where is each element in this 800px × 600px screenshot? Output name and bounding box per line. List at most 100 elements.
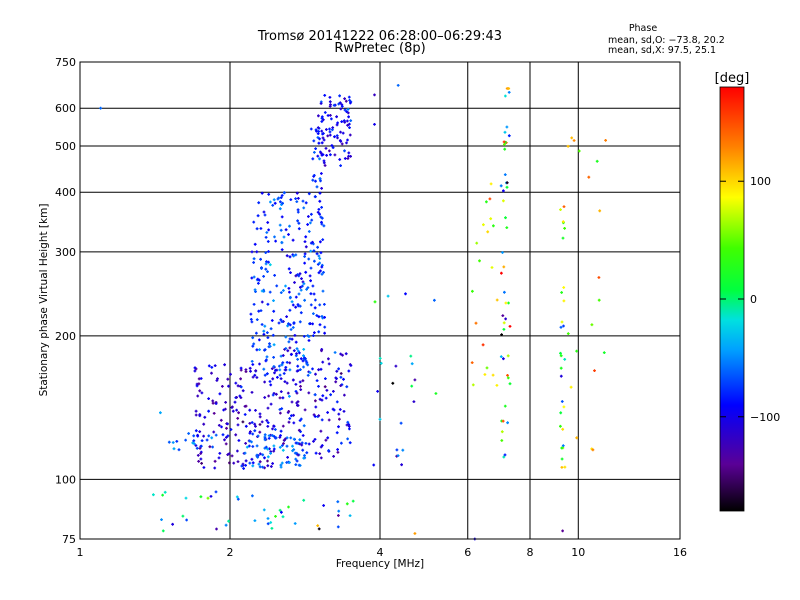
data-point	[343, 157, 347, 160]
data-point	[507, 87, 511, 90]
data-point	[239, 385, 243, 389]
data-point	[320, 315, 324, 318]
data-point	[281, 515, 285, 519]
data-point	[272, 444, 276, 448]
data-point	[317, 385, 320, 388]
data-point	[298, 380, 302, 384]
data-point	[248, 366, 252, 370]
data-point	[321, 289, 325, 293]
data-point	[243, 451, 247, 455]
data-point	[313, 306, 317, 310]
data-point	[266, 270, 269, 273]
data-point	[226, 377, 230, 381]
data-point	[348, 441, 352, 445]
x-tick-label: 2	[227, 546, 234, 559]
data-point	[315, 252, 319, 256]
data-point	[279, 291, 283, 294]
data-point	[277, 321, 281, 325]
data-point	[299, 311, 303, 315]
data-point	[260, 300, 264, 304]
data-point	[502, 321, 506, 325]
data-points	[99, 84, 607, 541]
data-point	[297, 197, 300, 200]
data-point	[318, 261, 321, 265]
data-point	[244, 370, 248, 373]
y-tick-label: 200	[55, 330, 76, 343]
data-point	[226, 422, 229, 426]
data-point	[298, 351, 301, 355]
data-point	[242, 467, 245, 470]
data-point	[559, 366, 563, 370]
data-point	[241, 420, 245, 424]
data-point	[315, 185, 319, 189]
data-point	[346, 138, 349, 142]
data-point	[559, 351, 562, 355]
data-point	[507, 134, 511, 138]
data-point	[318, 323, 322, 327]
data-point	[318, 199, 322, 203]
data-point	[325, 154, 328, 157]
data-point	[316, 154, 320, 158]
data-point	[294, 457, 298, 461]
data-point	[282, 372, 286, 375]
data-point	[593, 369, 596, 372]
data-point	[320, 129, 324, 133]
data-point	[286, 456, 289, 459]
data-point	[292, 421, 296, 425]
data-point	[502, 140, 506, 144]
data-point	[296, 369, 300, 372]
data-point	[559, 411, 563, 415]
data-point	[317, 130, 320, 133]
data-point	[224, 442, 228, 446]
data-point	[563, 358, 567, 361]
data-point	[315, 314, 319, 317]
data-point	[302, 348, 306, 351]
data-point	[279, 434, 282, 437]
data-point	[262, 210, 266, 214]
data-point	[336, 525, 340, 529]
data-point	[313, 331, 316, 334]
phase-info-o: mean, sd,O: −73.8, 20.2	[608, 35, 725, 46]
data-point	[192, 442, 196, 446]
data-point	[202, 466, 206, 469]
data-point	[243, 413, 247, 416]
data-point	[260, 323, 264, 326]
data-point	[561, 529, 564, 533]
data-point	[312, 242, 315, 246]
data-point	[327, 362, 331, 366]
data-point	[489, 217, 493, 221]
data-point	[217, 456, 221, 460]
data-point	[272, 435, 276, 438]
data-point	[294, 390, 298, 393]
data-point	[258, 460, 262, 464]
data-point	[336, 451, 340, 454]
data-point	[303, 240, 307, 243]
data-point	[320, 216, 324, 220]
data-point	[559, 354, 563, 358]
data-point	[198, 430, 202, 433]
data-point	[261, 453, 265, 457]
data-point	[280, 363, 284, 367]
data-point	[199, 377, 203, 380]
data-point	[372, 463, 376, 467]
data-point	[235, 408, 238, 412]
data-point	[507, 301, 510, 305]
data-point	[263, 380, 266, 384]
data-point	[278, 368, 282, 372]
data-point	[323, 331, 326, 335]
data-point	[492, 224, 495, 228]
data-point	[343, 149, 346, 153]
data-point	[312, 174, 316, 177]
data-point	[315, 379, 319, 382]
data-point	[193, 366, 197, 370]
data-point	[271, 462, 274, 465]
data-point	[285, 461, 289, 464]
data-point	[296, 219, 299, 223]
data-point	[273, 371, 276, 375]
data-point	[200, 439, 204, 442]
data-point	[341, 131, 345, 135]
data-point	[265, 419, 269, 422]
data-point	[250, 457, 254, 461]
data-point	[491, 373, 495, 377]
data-point	[311, 157, 315, 161]
